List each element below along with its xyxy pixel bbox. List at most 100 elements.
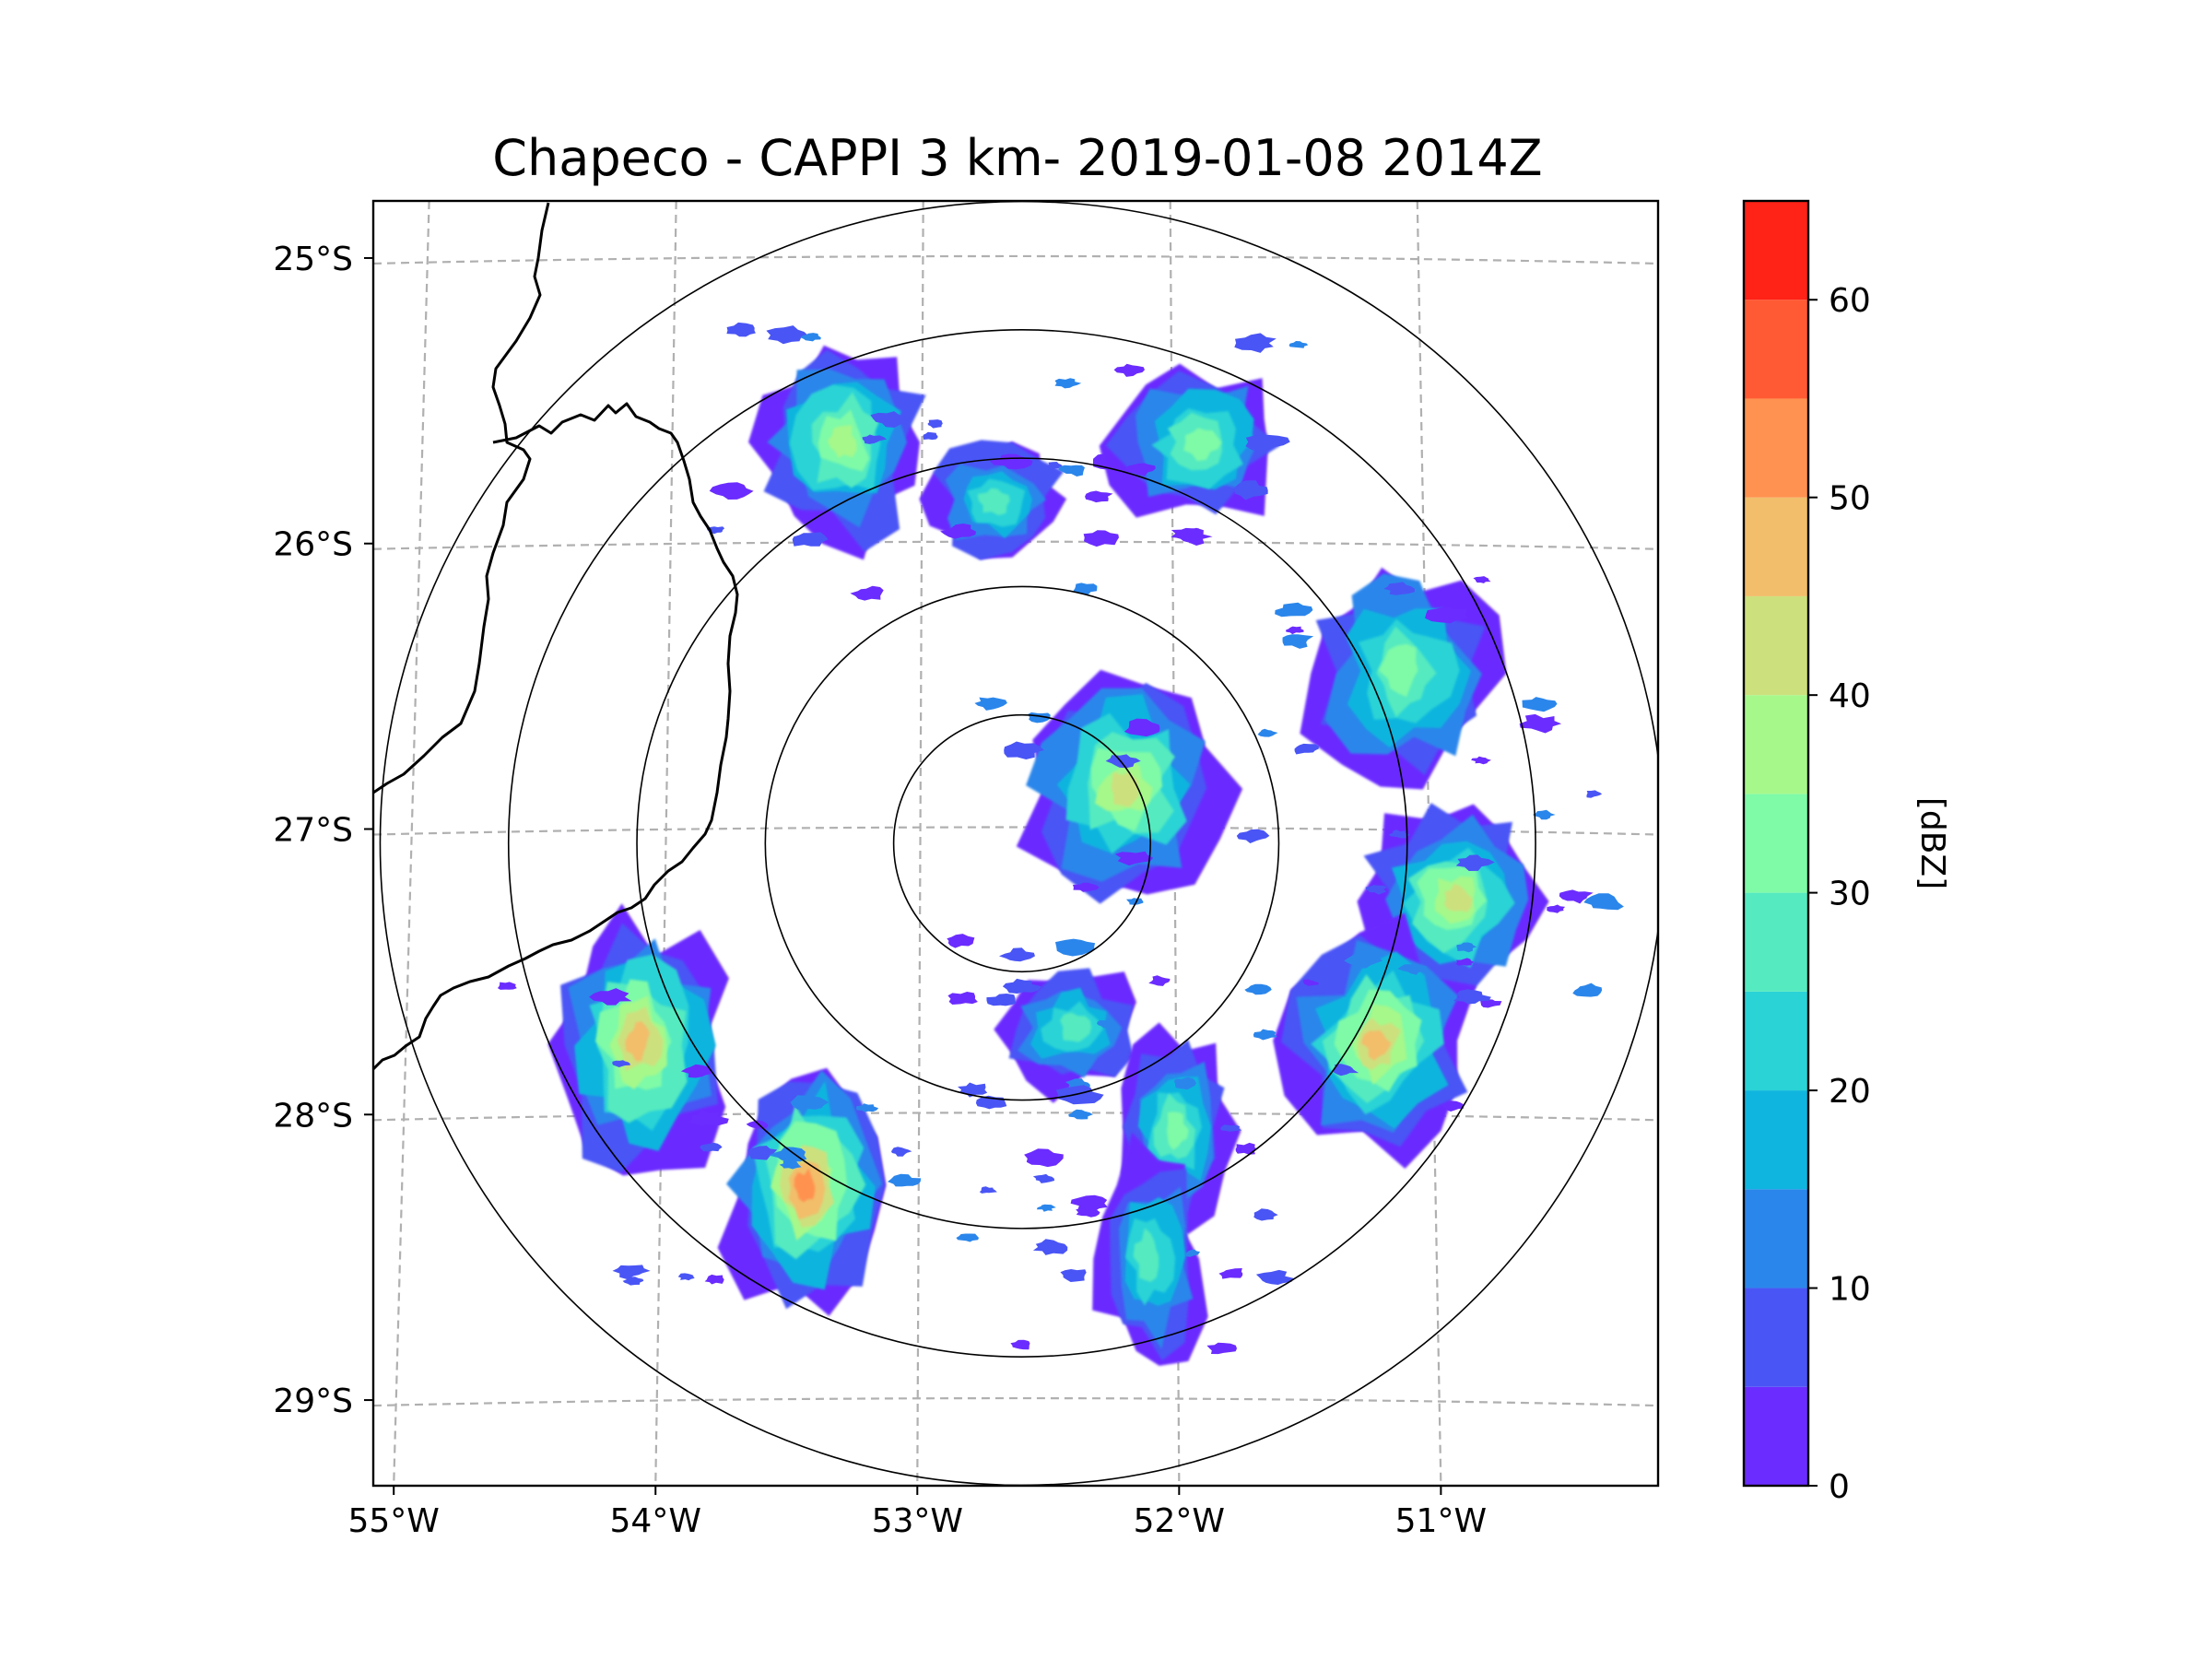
- echo-speckle: [891, 1147, 912, 1157]
- echo-speckle: [1184, 1249, 1201, 1257]
- echo-east-band-south: [1235, 912, 1491, 1169]
- echo-contour: [1360, 1030, 1392, 1061]
- echo-speckle: [800, 333, 821, 342]
- latitude-tick-label: 29°S: [273, 1382, 353, 1420]
- longitude-tick-label: 51°W: [1395, 1502, 1487, 1540]
- echo-speckle: [1125, 463, 1156, 477]
- echo-speckle: [1286, 626, 1304, 635]
- echo-speckle: [680, 1064, 712, 1078]
- echo-speckle: [1024, 1148, 1064, 1168]
- echo-speckle: [1255, 1269, 1294, 1285]
- echo-speckle: [1282, 634, 1314, 649]
- echo-speckle: [1532, 809, 1556, 820]
- echo-speckle: [704, 1274, 724, 1285]
- echo-speckle: [1055, 1085, 1104, 1105]
- echo-near-radar-cell: [974, 669, 1278, 905]
- echo-speckle: [1397, 963, 1428, 975]
- longitude-ticks: 55°W 54°W 53°W 52°W 51°W: [348, 1486, 1487, 1540]
- parallel-gridline-4: [373, 1396, 1658, 1407]
- echo-contour: [1111, 771, 1139, 807]
- map-frame: [371, 199, 1660, 1488]
- echo-contour: [1133, 1228, 1159, 1282]
- latitude-tick-label: 25°S: [273, 241, 353, 278]
- echo-east-band-central: [1357, 790, 1624, 1008]
- echo-speckle: [1244, 983, 1272, 995]
- echo-speckle: [792, 532, 829, 547]
- colorbar: 0 10 20 30 40 50 60 [dBZ]: [1742, 199, 1951, 1506]
- echo-speckle: [1234, 480, 1268, 500]
- echo-speckle: [940, 524, 976, 539]
- longitude-tick-label: 54°W: [610, 1502, 701, 1540]
- longitude-tick-label: 53°W: [872, 1502, 963, 1540]
- colorbar-bin: [1744, 1386, 1808, 1486]
- map-panel: [371, 199, 1660, 1488]
- echo-speckle: [1547, 904, 1566, 913]
- echo-contour: [827, 425, 857, 458]
- colorbar-bin: [1744, 892, 1808, 992]
- colorbar-bin: [1744, 1288, 1808, 1387]
- echo-contour: [1167, 1112, 1189, 1150]
- border-paraguay-argentina: [373, 202, 550, 794]
- echo-speckle: [958, 1082, 988, 1098]
- echo-speckle: [1124, 718, 1160, 737]
- meridian-gridline-2: [916, 201, 924, 1486]
- echo-speckle: [1220, 1124, 1242, 1132]
- colorbar-bin: [1744, 300, 1808, 399]
- echo-speckle: [947, 934, 975, 948]
- echo-speckle: [1471, 756, 1491, 765]
- echo-speckle: [1456, 942, 1477, 953]
- echo-contour: [1444, 883, 1473, 912]
- echo-north-center-cell: [850, 431, 1134, 601]
- echo-speckle: [1455, 958, 1475, 966]
- echo-speckle: [1218, 1268, 1243, 1279]
- colorbar-tick-label: 50: [1829, 480, 1871, 518]
- echo-speckle: [726, 322, 756, 337]
- echo-speckle: [1586, 790, 1603, 798]
- echo-contour: [1183, 428, 1222, 462]
- echo-speckle: [1114, 851, 1154, 866]
- colorbar-bin: [1744, 201, 1808, 300]
- echo-south-cell: [947, 934, 1171, 1110]
- echo-speckle: [1055, 938, 1096, 957]
- echo-speckle: [923, 431, 938, 441]
- echo-far-south-cell: [1010, 1132, 1294, 1366]
- meridian-gridline-0: [393, 201, 430, 1486]
- echo-speckle: [1032, 1173, 1055, 1183]
- echo-west-cell: [497, 903, 807, 1176]
- echo-speckle: [769, 1147, 807, 1162]
- echo-speckle: [1004, 741, 1044, 759]
- echo-speckle: [779, 1160, 802, 1170]
- echo-speckle: [1253, 1029, 1277, 1041]
- colorbar-tick-label: 40: [1829, 677, 1871, 715]
- echo-speckle: [1441, 1100, 1465, 1112]
- colorbar-ticks: 0 10 20 30 40 50 60: [1808, 282, 1871, 1506]
- echo-speckle: [1365, 885, 1387, 895]
- latitude-ticks: 25°S 26°S 27°S 28°S 29°S: [273, 241, 373, 1420]
- echo-speckle: [746, 1120, 769, 1129]
- longitude-tick-label: 52°W: [1134, 1502, 1225, 1540]
- figure-title: Chapeco - CAPPI 3 km- 2019-01-08 2014Z: [492, 129, 1542, 187]
- echo-contour: [1060, 1012, 1092, 1042]
- echo-speckle: [1147, 1178, 1180, 1194]
- echo-speckle: [986, 994, 1017, 1006]
- latitude-tick-label: 28°S: [273, 1097, 353, 1135]
- echo-speckle: [1032, 1239, 1068, 1255]
- echo-speckle: [1455, 854, 1495, 871]
- political-borders: [373, 202, 739, 1071]
- range-ring-100km: [764, 585, 1280, 1101]
- reflectivity-echoes: [497, 322, 1624, 1366]
- echo-speckle: [709, 482, 754, 500]
- echo-speckle: [1389, 830, 1410, 839]
- echo-speckle: [1073, 582, 1098, 595]
- echo-speckle: [1058, 465, 1085, 477]
- echo-speckle: [1010, 1339, 1030, 1350]
- echo-speckle: [855, 1103, 879, 1112]
- colorbar-tick-label: 0: [1829, 1468, 1850, 1506]
- echo-speckle: [1425, 606, 1468, 624]
- echo-speckle: [1105, 754, 1141, 769]
- echo-speckle: [1453, 989, 1491, 1005]
- echo-speckle: [612, 1060, 630, 1067]
- echo-speckle: [1236, 829, 1270, 843]
- echo-speckle: [1302, 979, 1319, 986]
